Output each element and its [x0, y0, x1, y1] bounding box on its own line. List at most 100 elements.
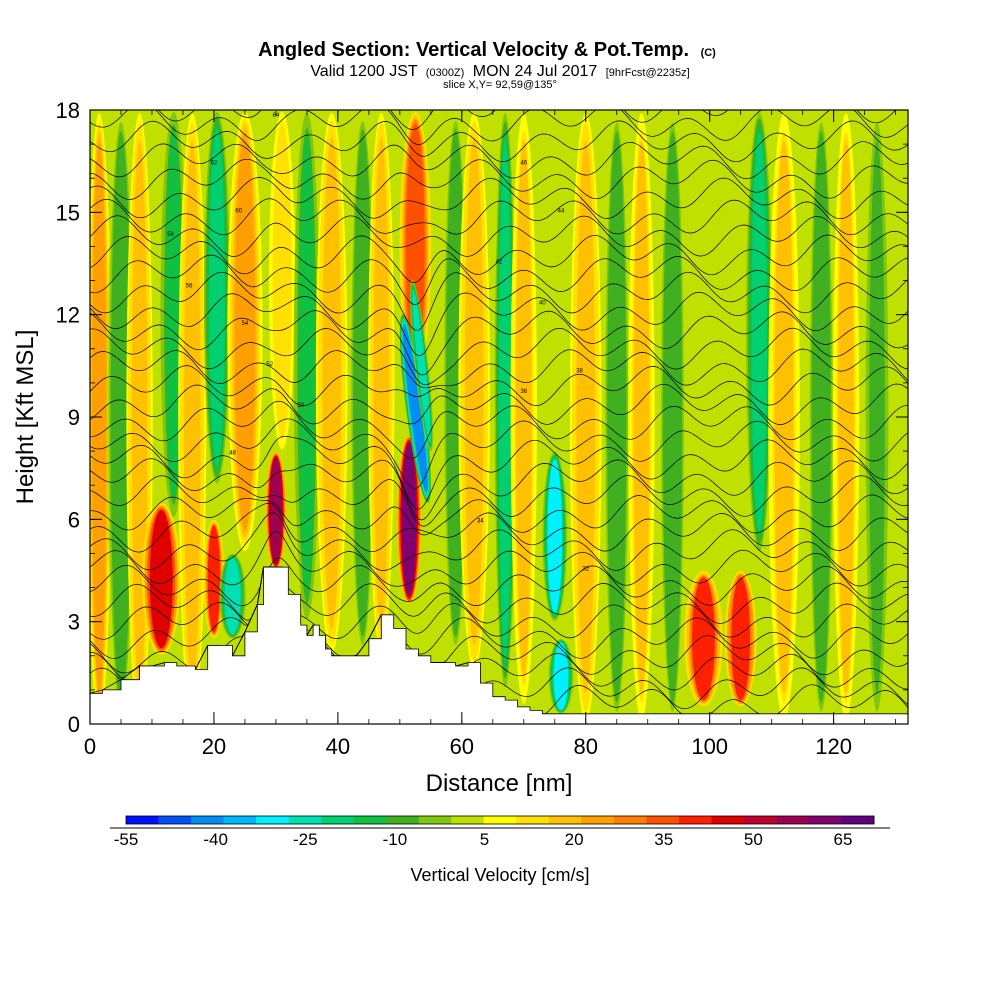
colorbar-swatch — [126, 816, 160, 824]
colorbar-tick-label: -10 — [383, 830, 408, 849]
y-tick-label: 6 — [68, 507, 80, 532]
x-tick-label: 0 — [84, 734, 96, 759]
y-tick-label: 12 — [56, 303, 80, 328]
contour-label: 50 — [297, 403, 304, 409]
colorbar-swatch — [548, 816, 582, 824]
contour-label: 56 — [186, 283, 193, 289]
subtitle-valid: Valid 1200 JST — [310, 63, 418, 80]
field-column-7 — [203, 111, 231, 484]
colorbar-tick-label: 35 — [654, 830, 673, 849]
contour-label: 54 — [242, 321, 249, 327]
theta-contour-26 — [90, 215, 908, 257]
field-column-1 — [106, 113, 136, 721]
chart-title-suffix: (C) — [701, 47, 717, 59]
field-column-10 — [265, 451, 287, 570]
colorbar-swatch — [288, 816, 322, 824]
theta-contour-15 — [90, 418, 908, 490]
field-column-27-layer-3 — [664, 140, 681, 694]
colorbar-tick-label: 50 — [744, 830, 763, 849]
colorbar-swatch — [321, 816, 355, 824]
subtitle-forecast: [9hrFcst@2235z] — [606, 67, 690, 79]
field-column-34-layer-3 — [869, 140, 885, 694]
field-column-32-layer-3 — [813, 140, 830, 694]
field-column-19 — [458, 112, 491, 671]
field-column-30-layer-3 — [751, 132, 768, 532]
colorbar-swatch — [256, 816, 290, 824]
field-column-24 — [569, 113, 602, 721]
colorbar-title: Vertical Velocity [cm/s] — [410, 865, 589, 885]
colorbar-swatch — [353, 816, 387, 824]
chart-title-main: Angled Section: Vertical Velocity & Pot.… — [258, 39, 689, 61]
contour-label: 52 — [266, 362, 273, 368]
field-column-6-layer-3 — [207, 525, 221, 633]
theta-contour-21 — [90, 310, 908, 376]
colorbar-swatch — [776, 816, 810, 824]
colorbar-swatch — [613, 816, 647, 824]
field-column-4-layer-3 — [165, 130, 182, 499]
chart-subtitle: Valid 1200 JST (0300Z) MON 24 Jul 2017 [… — [310, 63, 689, 80]
theta-contour-19 — [90, 348, 908, 389]
y-tick-label: 0 — [68, 712, 80, 737]
field-column-15 — [368, 112, 395, 654]
contour-label: 48 — [229, 451, 236, 457]
theta-contour-29 — [90, 158, 908, 200]
colorbar-swatch — [678, 816, 712, 824]
theta-contour-18 — [90, 365, 908, 407]
slanted-core-1-layer-2 — [412, 289, 431, 443]
contour-label: 46 — [520, 161, 527, 167]
colorbar-swatch — [158, 816, 192, 824]
theta-contour-13 — [90, 458, 908, 521]
x-tick-label: 20 — [202, 734, 226, 759]
x-tick-label: 40 — [326, 734, 350, 759]
field-column-9 — [227, 112, 263, 552]
colorbar-swatch — [743, 816, 777, 824]
theta-contour-10 — [90, 502, 908, 553]
theta-contour-22 — [90, 292, 908, 357]
field-column-23-layer-3 — [553, 642, 569, 711]
field-column-31 — [768, 113, 800, 721]
colorbar-swatch — [711, 816, 745, 824]
theta-contour-8 — [90, 531, 908, 587]
contour-label: 60 — [235, 208, 242, 214]
subtitle-zulu: (0300Z) — [426, 67, 465, 79]
y-tick-label: 15 — [56, 200, 80, 225]
field-column-34 — [863, 113, 891, 721]
colorbar-swatch — [386, 816, 420, 824]
colorbar-swatch — [191, 816, 225, 824]
field-column-8-layer-3 — [224, 557, 241, 635]
field-column-18 — [442, 112, 469, 654]
y-tick-label: 18 — [56, 98, 80, 123]
x-tick-label: 60 — [450, 734, 474, 759]
field-column-24-layer-3 — [576, 140, 596, 694]
colorbar-tick-label: 65 — [834, 830, 853, 849]
field-column-10-layer-3 — [269, 457, 283, 565]
contour-label: 44 — [558, 208, 565, 214]
potential-temperature-contours: 64 62 60 58 56 54 52 50 48 46 44 42 40 38 36 34 32 — [90, 110, 908, 715]
chart-title: Angled Section: Vertical Velocity & Pot.… — [258, 39, 716, 61]
colorbar-tick-label: -40 — [203, 830, 228, 849]
contour-label: 62 — [211, 161, 218, 167]
field-column-29-layer-3 — [731, 577, 751, 701]
theta-contour-17 — [90, 383, 908, 425]
contour-label: 38 — [576, 369, 583, 375]
field-column-19-layer-3 — [464, 138, 484, 645]
slice-info: slice X,Y= 92,59@135° — [443, 79, 557, 91]
y-tick-label: 9 — [68, 405, 80, 430]
field-column-25-layer-3 — [608, 140, 625, 694]
field-column-22-layer-3 — [547, 459, 563, 614]
colorbar-swatch — [223, 816, 257, 824]
contour-label: 64 — [273, 113, 280, 119]
field-column-31-layer-3 — [774, 140, 794, 694]
field-column-5 — [178, 113, 207, 721]
plot-area: 64 62 60 58 56 54 52 50 48 46 44 42 40 38 36 34 32 — [90, 110, 908, 724]
colorbar-tick-label: -55 — [114, 830, 139, 849]
field-column-15-layer-3 — [373, 137, 390, 629]
theta-contour-25 — [90, 234, 908, 283]
slanted-core-1 — [410, 280, 434, 452]
field-column-14 — [349, 112, 376, 654]
theta-contour-30 — [90, 141, 908, 180]
colorbar: -55 -40 -25 -10 5 20 35 50 65 — [110, 815, 890, 849]
theta-contour-20 — [90, 327, 908, 386]
field-column-5-layer-3 — [183, 140, 201, 694]
contour-label: 36 — [520, 389, 527, 395]
